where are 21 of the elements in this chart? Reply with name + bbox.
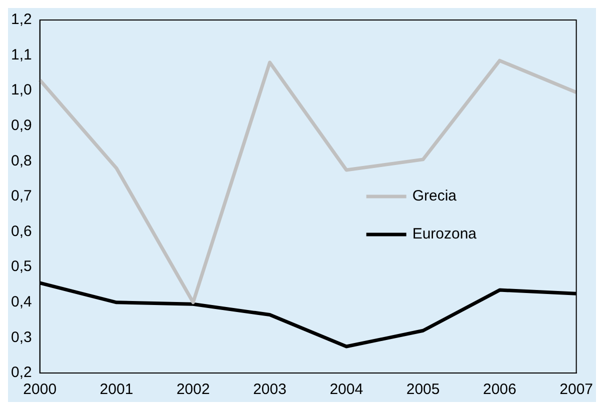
x-tick-label: 2002 — [176, 381, 210, 398]
x-tick-label: 2005 — [406, 381, 440, 398]
y-tick-label: 1,0 — [10, 82, 32, 99]
x-tick-label: 2003 — [253, 381, 286, 398]
y-tick-label: 0,8 — [10, 152, 32, 170]
y-tick-label: 0,4 — [10, 294, 32, 311]
y-tick-label: 0,5 — [10, 258, 32, 276]
x-tick-label: 2007 — [560, 381, 594, 398]
y-tick-label: 0,3 — [10, 328, 32, 346]
y-tick-label: 1,1 — [10, 46, 32, 64]
y-tick-label: 0,6 — [10, 222, 32, 240]
y-tick-label: 0,9 — [10, 117, 32, 134]
y-tick-label: 0,2 — [10, 364, 32, 382]
y-tick-label: 0,7 — [10, 188, 32, 205]
legend-label: Grecia — [412, 188, 458, 205]
x-tick-label: 2001 — [100, 381, 134, 398]
legend-label: Eurozona — [412, 226, 478, 243]
x-tick-label: 2006 — [482, 381, 516, 398]
y-tick-label: 1,2 — [10, 11, 32, 28]
x-tick-label: 2000 — [23, 381, 57, 398]
x-tick-label: 2004 — [330, 381, 364, 398]
